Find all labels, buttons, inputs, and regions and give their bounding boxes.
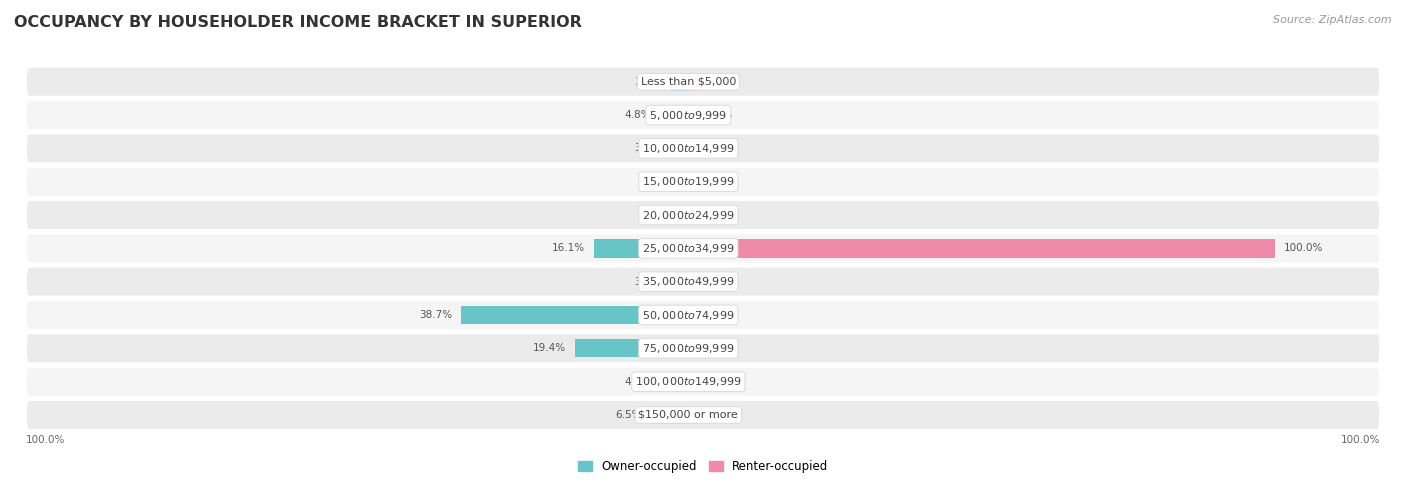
FancyBboxPatch shape <box>25 100 1381 130</box>
Bar <box>679 206 689 224</box>
Text: 0.0%: 0.0% <box>706 110 733 120</box>
Text: $35,000 to $49,999: $35,000 to $49,999 <box>643 275 734 288</box>
Bar <box>689 73 697 91</box>
Bar <box>461 306 689 324</box>
FancyBboxPatch shape <box>25 267 1381 297</box>
Bar <box>650 406 689 424</box>
Text: 19.4%: 19.4% <box>533 343 565 354</box>
Text: 0.0%: 0.0% <box>644 177 671 187</box>
Text: $5,000 to $9,999: $5,000 to $9,999 <box>650 109 727 122</box>
Text: 0.0%: 0.0% <box>706 277 733 287</box>
Text: 0.0%: 0.0% <box>706 410 733 420</box>
Text: 0.0%: 0.0% <box>644 210 671 220</box>
FancyBboxPatch shape <box>25 233 1381 263</box>
Text: $75,000 to $99,999: $75,000 to $99,999 <box>643 342 734 355</box>
Text: 3.2%: 3.2% <box>634 143 661 153</box>
Text: $50,000 to $74,999: $50,000 to $74,999 <box>643 308 734 321</box>
FancyBboxPatch shape <box>25 167 1381 197</box>
Bar <box>661 106 689 124</box>
FancyBboxPatch shape <box>25 133 1381 164</box>
Text: 4.8%: 4.8% <box>624 376 651 387</box>
Text: 0.0%: 0.0% <box>706 376 733 387</box>
Text: 0.0%: 0.0% <box>706 210 733 220</box>
Legend: Owner-occupied, Renter-occupied: Owner-occupied, Renter-occupied <box>572 455 834 478</box>
Bar <box>689 306 697 324</box>
Text: $15,000 to $19,999: $15,000 to $19,999 <box>643 175 734 188</box>
Bar <box>669 139 689 158</box>
Bar <box>689 139 697 158</box>
Text: $10,000 to $14,999: $10,000 to $14,999 <box>643 142 734 155</box>
Text: 0.0%: 0.0% <box>706 143 733 153</box>
Bar <box>679 172 689 191</box>
Text: 4.8%: 4.8% <box>624 110 651 120</box>
Bar <box>689 239 1275 258</box>
Bar <box>689 373 697 391</box>
Bar <box>689 206 697 224</box>
FancyBboxPatch shape <box>25 400 1381 430</box>
Text: $100,000 to $149,999: $100,000 to $149,999 <box>636 375 741 388</box>
Text: 3.2%: 3.2% <box>634 77 661 87</box>
Text: 100.0%: 100.0% <box>25 435 65 445</box>
FancyBboxPatch shape <box>25 333 1381 363</box>
Bar <box>661 373 689 391</box>
Text: $25,000 to $34,999: $25,000 to $34,999 <box>643 242 734 255</box>
Bar <box>575 339 689 357</box>
Bar <box>669 73 689 91</box>
FancyBboxPatch shape <box>25 67 1381 97</box>
Bar <box>669 273 689 291</box>
Text: 0.0%: 0.0% <box>706 310 733 320</box>
Text: $20,000 to $24,999: $20,000 to $24,999 <box>643 208 734 222</box>
Text: 16.1%: 16.1% <box>553 244 585 253</box>
Text: 38.7%: 38.7% <box>419 310 453 320</box>
FancyBboxPatch shape <box>25 200 1381 230</box>
Text: 0.0%: 0.0% <box>706 77 733 87</box>
FancyBboxPatch shape <box>25 300 1381 330</box>
Bar <box>593 239 689 258</box>
Text: 0.0%: 0.0% <box>706 343 733 354</box>
Text: 100.0%: 100.0% <box>1284 244 1323 253</box>
Bar <box>689 339 697 357</box>
Text: $150,000 or more: $150,000 or more <box>638 410 738 420</box>
FancyBboxPatch shape <box>25 367 1381 396</box>
Text: 100.0%: 100.0% <box>1341 435 1381 445</box>
Text: Source: ZipAtlas.com: Source: ZipAtlas.com <box>1274 15 1392 25</box>
Text: OCCUPANCY BY HOUSEHOLDER INCOME BRACKET IN SUPERIOR: OCCUPANCY BY HOUSEHOLDER INCOME BRACKET … <box>14 15 582 30</box>
Text: 0.0%: 0.0% <box>706 177 733 187</box>
Text: 3.2%: 3.2% <box>634 277 661 287</box>
Text: 6.5%: 6.5% <box>614 410 641 420</box>
Bar <box>689 273 697 291</box>
Bar <box>689 172 697 191</box>
Bar <box>689 106 697 124</box>
Bar <box>689 406 697 424</box>
Text: Less than $5,000: Less than $5,000 <box>641 77 735 87</box>
